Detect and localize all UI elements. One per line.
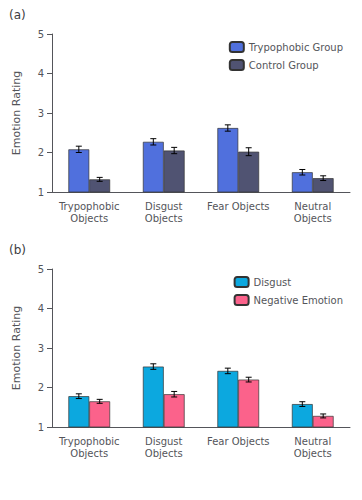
svg-text:Objects: Objects xyxy=(145,213,183,224)
svg-text:5: 5 xyxy=(38,264,44,275)
svg-text:1: 1 xyxy=(38,422,44,433)
svg-text:Objects: Objects xyxy=(294,213,332,224)
svg-text:4: 4 xyxy=(38,68,44,79)
svg-text:Objects: Objects xyxy=(145,448,183,459)
svg-text:Emotion Rating: Emotion Rating xyxy=(10,71,23,155)
svg-text:3: 3 xyxy=(38,343,44,354)
svg-text:Objects: Objects xyxy=(70,448,108,459)
svg-text:Negative Emotion: Negative Emotion xyxy=(254,295,343,306)
svg-text:3: 3 xyxy=(38,108,44,119)
svg-text:Fear Objects: Fear Objects xyxy=(207,436,270,447)
svg-text:Emotion Rating: Emotion Rating xyxy=(10,306,23,390)
svg-text:Neutral: Neutral xyxy=(294,436,331,447)
svg-text:Disgust: Disgust xyxy=(145,201,183,212)
svg-text:Trypophobic: Trypophobic xyxy=(58,201,120,212)
svg-text:Fear Objects: Fear Objects xyxy=(207,201,270,212)
svg-text:Trypophobic: Trypophobic xyxy=(58,436,120,447)
svg-text:Objects: Objects xyxy=(70,213,108,224)
svg-text:2: 2 xyxy=(38,147,44,158)
svg-text:4: 4 xyxy=(38,303,44,314)
svg-text:5: 5 xyxy=(38,29,44,40)
svg-text:2: 2 xyxy=(38,382,44,393)
svg-text:(b): (b) xyxy=(9,243,26,257)
svg-text:1: 1 xyxy=(38,187,44,198)
svg-text:Disgust: Disgust xyxy=(145,436,183,447)
svg-text:Disgust: Disgust xyxy=(254,277,292,288)
svg-text:(a): (a) xyxy=(9,8,26,22)
svg-text:Objects: Objects xyxy=(294,448,332,459)
svg-text:Neutral: Neutral xyxy=(294,201,331,212)
svg-text:Control Group: Control Group xyxy=(249,60,319,71)
svg-text:Trypophobic Group: Trypophobic Group xyxy=(248,42,343,53)
